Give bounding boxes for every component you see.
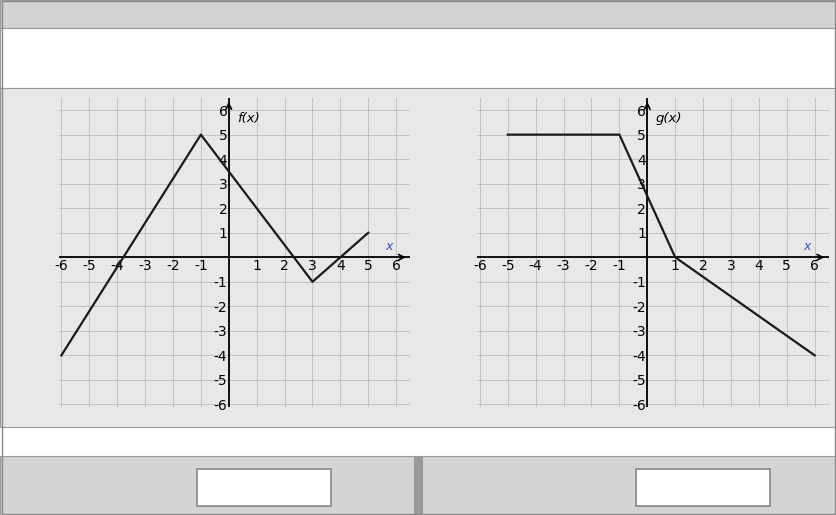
Text: Question Help:: Question Help: bbox=[10, 501, 88, 511]
Text: ▶Video: ▶Video bbox=[96, 501, 134, 511]
Text: Use the graphs for f(x) and g(x) to evaluate the expressions below. Write your a: Use the graphs for f(x) and g(x) to eval… bbox=[10, 32, 620, 60]
Text: x: x bbox=[803, 240, 810, 253]
Text: g(x): g(x) bbox=[655, 112, 681, 125]
Text: Function Composition Using Graphs: Function Composition Using Graphs bbox=[272, 7, 564, 22]
Text: $g(f(-1))=$: $g(f(-1))=$ bbox=[447, 476, 525, 495]
Text: $f(g(1))=$: $f(g(1))=$ bbox=[25, 476, 89, 495]
Text: x: x bbox=[385, 240, 392, 253]
Text: f(x): f(x) bbox=[237, 112, 260, 125]
